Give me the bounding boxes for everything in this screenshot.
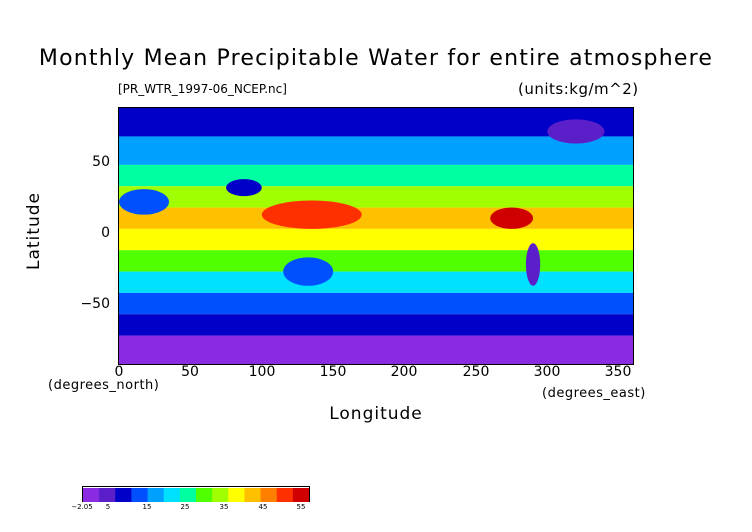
colorbar-swatch bbox=[99, 488, 116, 502]
zonal-band-1 bbox=[119, 136, 633, 165]
region-west-pacific-warm-pool bbox=[261, 200, 362, 229]
zonal-band-9 bbox=[119, 314, 633, 336]
chart-title: Monthly Mean Precipitable Water for enti… bbox=[38, 46, 714, 71]
colorbar bbox=[82, 486, 310, 502]
region-tibetan-plateau-dry bbox=[226, 179, 262, 197]
x-tick-label: 200 bbox=[390, 364, 418, 380]
x-tick-label: 50 bbox=[181, 364, 199, 380]
x-tick-label: 250 bbox=[462, 364, 490, 380]
colorbar-swatch bbox=[260, 488, 278, 502]
colorbar-tick-label: 5 bbox=[105, 503, 111, 511]
region-andes-dry bbox=[525, 243, 541, 286]
colorbar-tick-label: −2.05 bbox=[71, 503, 93, 511]
source-file-label: [PR_WTR_1997-06_NCEP.nc] bbox=[118, 82, 287, 96]
colorbar-swatch bbox=[131, 488, 149, 502]
colorbar-swatch bbox=[228, 488, 245, 502]
x-tick-label: 100 bbox=[248, 364, 276, 380]
colorbar-swatch bbox=[83, 488, 100, 502]
units-label: (units:kg/m^2) bbox=[518, 80, 639, 98]
colorbar-tick-label: 55 bbox=[296, 503, 306, 511]
y-tick-label: 0 bbox=[101, 225, 110, 241]
plot-area bbox=[118, 107, 634, 365]
colorbar-swatch bbox=[163, 488, 181, 502]
colorbar-tick-label: 35 bbox=[219, 503, 229, 511]
zonal-band-3 bbox=[119, 186, 633, 208]
heatmap-svg bbox=[119, 108, 633, 364]
colorbar-tick-label: 25 bbox=[180, 503, 190, 511]
region-sahara-dry bbox=[119, 189, 169, 215]
region-australia-dry bbox=[283, 257, 334, 286]
colorbar-swatch bbox=[115, 488, 132, 502]
region-central-america-moist bbox=[490, 207, 534, 229]
colorbar-swatch bbox=[179, 488, 197, 502]
zonal-band-5 bbox=[119, 228, 633, 251]
zonal-band-10 bbox=[119, 335, 633, 364]
zonal-band-7 bbox=[119, 271, 633, 293]
y-tick-label: 50 bbox=[92, 154, 110, 170]
colorbar-swatch bbox=[147, 488, 165, 502]
y-axis-label: Latitude bbox=[24, 192, 44, 270]
zonal-band-4 bbox=[119, 207, 633, 229]
colorbar-swatch bbox=[276, 488, 294, 502]
colorbar-tick-label: 15 bbox=[142, 503, 152, 511]
x-tick-label: 0 bbox=[114, 364, 124, 380]
colorbar-swatch bbox=[196, 488, 213, 502]
colorbar-swatch bbox=[212, 488, 229, 502]
colorbar-swatch bbox=[292, 488, 310, 502]
x-tick-label: 150 bbox=[319, 364, 347, 380]
region-greenland-dry bbox=[547, 119, 605, 144]
colorbar-svg bbox=[83, 488, 310, 502]
x-tick-label: 350 bbox=[604, 364, 632, 380]
colorbar-tick-label: 45 bbox=[258, 503, 268, 511]
zonal-band-2 bbox=[119, 164, 633, 187]
zonal-band-6 bbox=[119, 250, 633, 272]
x-tick-label: 300 bbox=[533, 364, 561, 380]
colorbar-swatch bbox=[244, 488, 262, 502]
x-axis-label: Longitude bbox=[329, 404, 423, 424]
x-unit-label: (degrees_east) bbox=[542, 386, 646, 401]
y-unit-label: (degrees_north) bbox=[48, 378, 160, 393]
zonal-band-8 bbox=[119, 292, 633, 315]
y-tick-label: −50 bbox=[80, 296, 110, 312]
zonal-band-0 bbox=[119, 108, 633, 137]
